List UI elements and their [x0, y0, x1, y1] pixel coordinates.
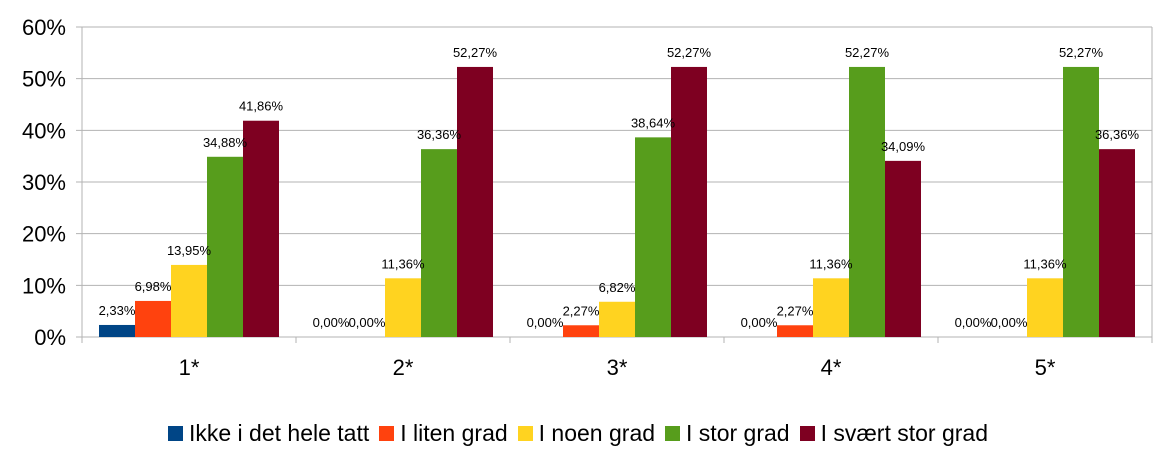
data-label: 11,36% — [809, 256, 853, 271]
data-label: 2,27% — [777, 303, 814, 318]
legend-swatch — [167, 426, 183, 441]
legend-swatch — [799, 426, 815, 441]
data-label: 36,36% — [1095, 127, 1140, 142]
bar — [599, 301, 635, 337]
bar — [207, 156, 243, 337]
bar — [421, 149, 457, 337]
bar — [563, 325, 599, 337]
data-label: 34,88% — [203, 135, 248, 150]
bar — [457, 66, 493, 338]
legend-label: I svært stor grad — [820, 420, 989, 446]
data-label: 2,33% — [99, 303, 136, 318]
bar — [99, 324, 135, 337]
data-label: 52,27% — [845, 45, 890, 60]
data-label: 0,00% — [349, 315, 386, 330]
y-tick-label: 0% — [34, 325, 66, 350]
x-tick-label: 3* — [607, 355, 628, 380]
x-tick-label: 4* — [821, 355, 842, 380]
legend-item: I svært stor grad — [799, 420, 989, 447]
data-labels: 2,33%6,98%13,95%34,88%41,86%0,00% 0,00%11… — [99, 45, 1140, 330]
legend-swatch — [379, 426, 395, 441]
data-label: 52,27% — [453, 45, 498, 60]
legend-item: I liten grad — [379, 420, 508, 447]
data-label: 0,00% — [991, 315, 1028, 330]
y-tick-label: 60% — [22, 15, 66, 40]
data-label: 41,86% — [239, 99, 284, 114]
legend-item: I noen grad — [517, 420, 656, 447]
legend-label: I stor grad — [686, 420, 790, 446]
data-label: 0,00% — [741, 315, 778, 330]
bar — [1063, 66, 1099, 338]
x-tick-label: 5* — [1035, 355, 1056, 380]
bar — [671, 66, 707, 338]
x-tick-label: 2* — [393, 355, 414, 380]
y-tick-label: 50% — [22, 67, 66, 92]
data-label: 11,36% — [1023, 256, 1067, 271]
bar — [813, 278, 849, 337]
bar — [849, 66, 885, 338]
bar — [135, 300, 171, 337]
legend-label: Ikke i det hele tatt — [188, 420, 370, 446]
y-tick-label: 10% — [22, 273, 66, 298]
data-label: 38,64% — [631, 115, 676, 130]
legend-label: I noen grad — [538, 420, 656, 446]
bar — [885, 160, 921, 337]
legend: Ikke i det hele tatt I liten grad I noen g… — [0, 420, 1156, 447]
data-label: 13,95% — [167, 243, 212, 258]
bar — [777, 325, 813, 337]
axes: 0% 10% 20% 30% 40% 50% 60% 1* 2* 3* 4* 5* — [22, 15, 1153, 380]
data-label: 34,09% — [881, 139, 926, 154]
data-label: 6,82% — [599, 280, 636, 295]
bar — [635, 137, 671, 337]
y-tick-label: 30% — [22, 170, 66, 195]
legend-label: I liten grad — [400, 420, 508, 446]
bar — [385, 278, 421, 337]
data-label: 0,00% — [527, 315, 564, 330]
y-tick-label: 40% — [22, 118, 66, 143]
data-label: 36,36% — [417, 127, 462, 142]
bar — [1099, 149, 1135, 337]
bars — [99, 66, 1135, 338]
data-label: 52,27% — [667, 45, 712, 60]
data-label: 0,00% — [955, 315, 992, 330]
data-label: 11,36% — [381, 256, 425, 271]
legend-item: I stor grad — [665, 420, 790, 447]
legend-swatch — [665, 426, 681, 441]
x-tick-label: 1* — [179, 355, 200, 380]
y-tick-label: 20% — [22, 222, 66, 247]
data-label: 52,27% — [1059, 45, 1104, 60]
bar — [1027, 278, 1063, 337]
bar — [243, 120, 279, 338]
data-label: 6,98% — [135, 279, 172, 294]
bar — [171, 264, 207, 337]
legend-item: Ikke i det hele tatt — [167, 420, 370, 447]
legend-swatch — [517, 426, 533, 441]
data-label: 2,27% — [563, 303, 600, 318]
data-label: 0,00% — [313, 315, 350, 330]
